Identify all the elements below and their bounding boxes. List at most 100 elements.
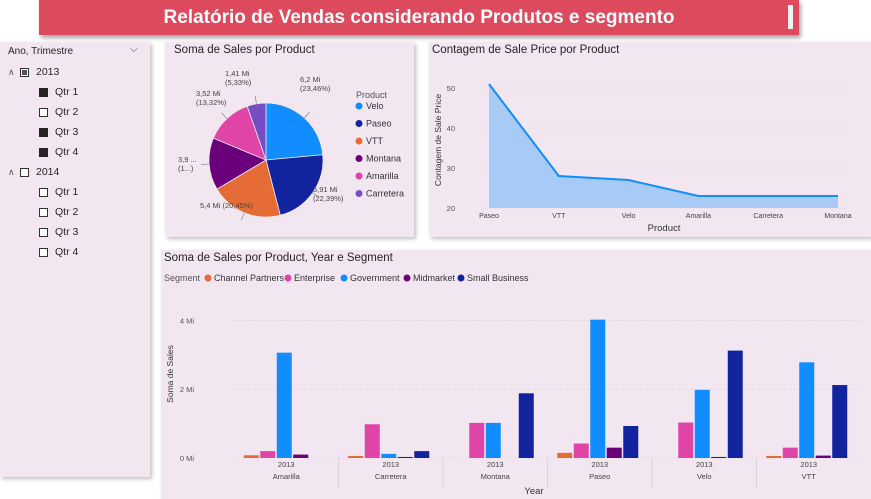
area-x-tick: Montana [824, 213, 851, 220]
legend-item-vtt[interactable]: VTT [366, 136, 384, 146]
legend-marker-carretera [355, 190, 363, 197]
quarter-checkbox[interactable] [39, 247, 48, 257]
pie-slice-montana[interactable] [208, 137, 267, 190]
bar-carretera-1[interactable] [364, 424, 380, 458]
legend-item-velo[interactable]: Velo [366, 101, 384, 111]
bar-chart-title: Soma de Sales por Product, Year e Segmen… [164, 252, 393, 264]
bar-amarilla-0[interactable] [243, 455, 259, 458]
bar-carretera-0[interactable] [348, 455, 364, 458]
slicer-header: Ano, Trimestre [8, 46, 74, 57]
year-checkbox[interactable] [20, 167, 29, 177]
legend-item-segment[interactable]: Government [350, 273, 400, 283]
clustered-bar-chart[interactable]: Segment Channel Partners Enterprise Governm… [161, 250, 871, 499]
bar-velo-3[interactable] [711, 456, 727, 458]
year-quarter-slicer[interactable]: Ano, Trimestre ⌵ ∧ 2013 Qtr 1 Qtr 2 Qtr 3 Qtr… [0, 42, 150, 477]
slicer-quarter-item[interactable]: Qtr 2 [39, 104, 78, 120]
quarter-checkbox[interactable] [39, 207, 48, 217]
slicer-quarter-item[interactable]: Qtr 4 [39, 244, 78, 260]
bar-carretera-3[interactable] [397, 456, 413, 458]
slicer-quarter-item[interactable]: Qtr 3 [39, 224, 78, 240]
quarter-checkbox[interactable] [39, 127, 48, 137]
slicer-quarter-item[interactable]: Qtr 1 [39, 184, 78, 200]
bar-vtt-2[interactable] [799, 362, 815, 458]
pie-data-label-pct: (13,32%) [196, 98, 227, 107]
bar-carretera-4[interactable] [414, 451, 430, 458]
pie-data-label: 6,2 Mi [300, 75, 321, 84]
legend-marker-amarilla [355, 172, 363, 180]
legend-item-amarilla[interactable]: Amarilla [366, 171, 399, 181]
legend-item-montana[interactable]: Montana [366, 154, 401, 164]
bar-montana-4[interactable] [518, 393, 534, 458]
bar-montana-2[interactable] [485, 422, 501, 458]
area-x-tick: VTT [552, 213, 566, 220]
slicer-quarter-item[interactable]: Qtr 4 [39, 144, 78, 160]
bar-vtt-1[interactable] [782, 447, 798, 458]
slicer-year-2014[interactable]: ∧ 2014 [8, 164, 59, 180]
quarter-checkbox[interactable] [39, 107, 48, 117]
area-x-tick: Velo [622, 213, 636, 220]
title-decoration [788, 5, 793, 29]
legend-item-paseo[interactable]: Paseo [366, 119, 392, 129]
bar-x-tick-product: Paseo [589, 472, 610, 481]
legend-marker-paseo [355, 120, 363, 127]
bar-y-tick: 2 Mi [180, 385, 195, 394]
bar-x-tick-year: 2013 [278, 460, 295, 469]
bar-carretera-2[interactable] [381, 453, 397, 458]
report-title: Relatório de Vendas considerando Produto… [163, 6, 675, 28]
bar-paseo-3[interactable] [606, 447, 622, 458]
area-chart-panel: Contagem de Sale Price por Product 20 30 4… [429, 42, 871, 237]
bar-vtt-0[interactable] [766, 455, 782, 458]
chevron-down-icon[interactable]: ⌵ [130, 44, 138, 55]
bar-x-tick-product: Montana [481, 472, 511, 481]
quarter-checkbox[interactable] [39, 87, 48, 97]
legend-item-carretera[interactable]: Carretera [366, 189, 404, 199]
bar-x-tick-year: 2013 [382, 460, 399, 469]
bar-paseo-1[interactable] [573, 443, 589, 458]
bar-x-tick-year: 2013 [591, 460, 608, 469]
pie-leader-line [304, 111, 311, 119]
area-line[interactable] [488, 83, 838, 197]
slicer-quarter-item[interactable]: Qtr 3 [39, 124, 78, 140]
bar-vtt-3[interactable] [815, 455, 831, 458]
bar-montana-1[interactable] [469, 422, 485, 458]
legend-item-segment[interactable]: Enterprise [294, 273, 335, 283]
bar-paseo-0[interactable] [557, 452, 573, 458]
area-y-axis-title: Contagem de Sale Price [433, 94, 443, 186]
bar-velo-2[interactable] [694, 389, 710, 458]
pie-data-label: 1,41 Mi [225, 69, 250, 78]
slicer-quarter-item[interactable]: Qtr 1 [39, 84, 78, 100]
bar-x-tick-year: 2013 [800, 460, 817, 469]
bar-vtt-4[interactable] [832, 385, 848, 458]
legend-item-segment[interactable]: Channel Partners [214, 273, 285, 283]
report-title-banner: Relatório de Vendas considerando Produto… [39, 0, 799, 35]
pie-data-label: 5,91 Mi [313, 185, 338, 194]
slicer-year-2013[interactable]: ∧ 2013 [8, 64, 59, 80]
pie-data-label-pct: (22,39%) [313, 194, 344, 203]
bar-amarilla-1[interactable] [260, 451, 276, 458]
expand-caret-icon[interactable]: ∧ [8, 66, 15, 77]
pie-chart[interactable]: 6,2 Mi(23,46%) 5,91 Mi(22,39%) 5,4 Mi (20,… [165, 42, 414, 237]
area-x-axis-title: Product [648, 223, 681, 234]
slicer-quarter-item[interactable]: Qtr 2 [39, 204, 78, 220]
bar-amarilla-2[interactable] [276, 352, 292, 458]
quarter-checkbox[interactable] [39, 187, 48, 197]
pie-slice-velo[interactable] [265, 102, 324, 161]
bar-x-tick-product: VTT [802, 472, 817, 481]
bar-paseo-4[interactable] [623, 425, 639, 458]
bar-velo-1[interactable] [678, 422, 694, 458]
expand-caret-icon[interactable]: ∧ [8, 166, 15, 177]
quarter-checkbox[interactable] [39, 227, 48, 237]
bar-y-tick: 0 Mi [180, 454, 195, 463]
bar-paseo-2[interactable] [590, 319, 606, 458]
bar-velo-4[interactable] [727, 350, 743, 458]
quarter-label: Qtr 1 [55, 186, 79, 198]
bar-amarilla-3[interactable] [293, 454, 309, 458]
legend-item-segment[interactable]: Midmarket [413, 273, 456, 283]
pie-leader-line [201, 163, 210, 165]
year-checkbox[interactable] [20, 67, 29, 77]
area-chart[interactable]: 20 30 40 50 Paseo VTT Velo Amarilla Carretera Mon… [429, 42, 871, 237]
quarter-checkbox[interactable] [39, 147, 48, 157]
bar-x-tick-product: Velo [697, 472, 712, 481]
legend-item-segment[interactable]: Small Business [467, 273, 529, 283]
pie-slice-paseo[interactable] [265, 154, 324, 216]
